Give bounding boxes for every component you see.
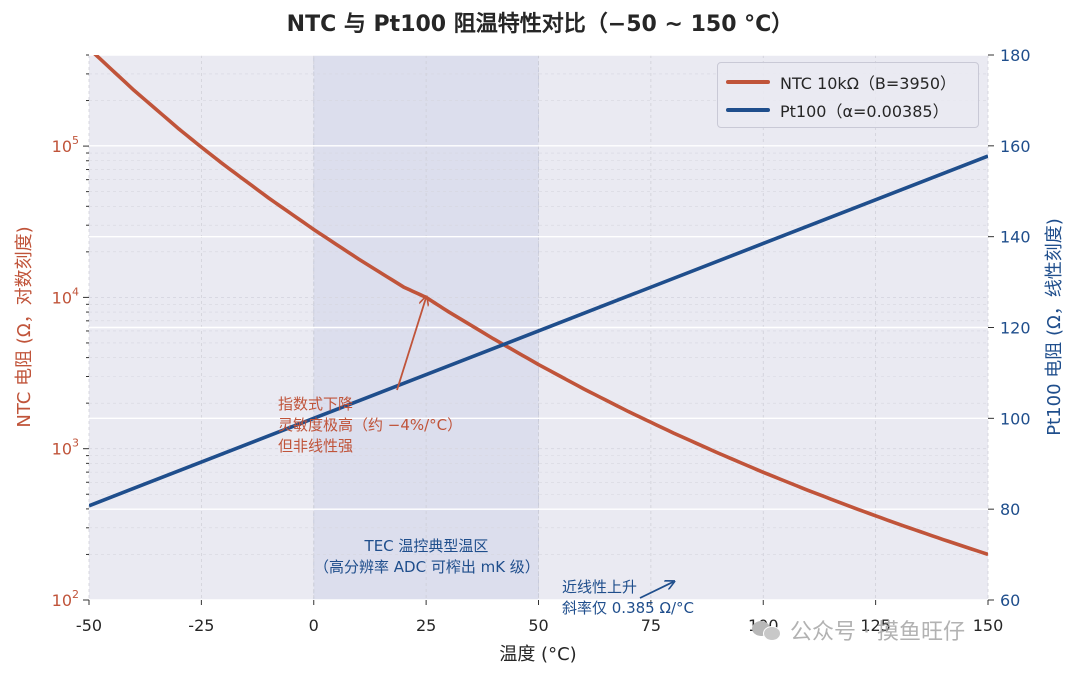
x-tick-label: 50 <box>528 616 548 635</box>
y-right-tick-label: 120 <box>1000 319 1031 338</box>
legend-label-pt100: Pt100（α=0.00385） <box>780 102 949 121</box>
left-axis-label: NTC 电阻 (Ω，对数刻度) <box>14 226 35 427</box>
x-tick-label: 25 <box>416 616 436 635</box>
annotation-layer <box>396 297 673 599</box>
x-tick-label: 125 <box>860 616 891 635</box>
legend-item-ntc: NTC 10kΩ（B=3950） <box>726 69 956 95</box>
shaded-region-label: TEC 温控典型温区 （高分辨率 ADC 可榨出 mK 级） <box>314 536 540 578</box>
watermark: 公众号 · 摸鱼旺仔 <box>752 614 965 646</box>
x-tick-label: -50 <box>76 616 102 635</box>
pt100-annotation-arrow <box>639 582 673 599</box>
y-right-tick-label: 160 <box>1000 137 1031 156</box>
legend: NTC 10kΩ（B=3950） Pt100（α=0.00385） <box>717 62 979 128</box>
ntc-annotation: 指数式下降 灵敏度极高（约 −4%/°C） 但非线性强 <box>278 394 462 457</box>
pt100-annotation: 近线性上升 斜率仅 0.385 Ω/°C <box>562 577 694 619</box>
x-axis-label: 温度 (°C) <box>499 644 576 665</box>
y-left-tick-exponent: 2 <box>72 588 79 601</box>
ntc-annotation-line: 但非线性强 <box>278 437 354 455</box>
ntc-annotation-arrow <box>396 297 426 391</box>
legend-swatch-pt100 <box>726 108 770 112</box>
pt100-annotation-line: 近线性上升 <box>562 578 638 596</box>
x-tick-label: -25 <box>188 616 214 635</box>
x-tick-label: 0 <box>309 616 319 635</box>
chart-title: NTC 与 Pt100 阻温特性对比（−50 ~ 150 °C） <box>286 12 794 37</box>
watermark-text: 公众号 · 摸鱼旺仔 <box>790 620 965 645</box>
shaded-region-label-line: （高分辨率 ADC 可榨出 mK 级） <box>314 558 540 576</box>
legend-item-pt100: Pt100（α=0.00385） <box>726 97 949 123</box>
y-right-tick-label: 180 <box>1000 46 1031 65</box>
ntc-series-line <box>93 55 988 557</box>
y-left-tick-base: 10 <box>52 288 72 307</box>
wechat-icon <box>752 619 782 641</box>
pt100-annotation-line: 斜率仅 0.385 Ω/°C <box>562 599 694 617</box>
y-left-tick-label: 103 <box>52 437 79 459</box>
x-tick-label: 75 <box>641 616 661 635</box>
y-left-tick-label: 105 <box>52 134 79 156</box>
y-left-tick-exponent: 5 <box>72 134 79 147</box>
y-left-tick-exponent: 4 <box>72 285 79 298</box>
y-right-tick-label: 60 <box>1000 591 1020 610</box>
y-left-tick-base: 10 <box>52 440 72 459</box>
y-left-tick-base: 10 <box>52 137 72 156</box>
legend-label-ntc: NTC 10kΩ（B=3950） <box>780 74 957 93</box>
y-left-tick-label: 104 <box>52 285 79 307</box>
y-left-tick-base: 10 <box>52 591 72 610</box>
y-left-tick-label: 102 <box>52 588 79 610</box>
y-left-tick-exponent: 3 <box>72 437 79 450</box>
shaded-region-label-line: TEC 温控典型温区 <box>364 537 489 555</box>
y-right-tick-label: 100 <box>1000 409 1031 428</box>
axes-layer: -50-250255075100125150102103104105608010… <box>52 46 1031 635</box>
ntc-annotation-line: 指数式下降 <box>278 395 354 413</box>
legend-swatch-ntc <box>726 80 770 84</box>
ntc-annotation-line: 灵敏度极高（约 −4%/°C） <box>278 416 463 434</box>
pt100-series-line <box>89 154 988 508</box>
x-tick-label: 150 <box>973 616 1004 635</box>
y-right-tick-label: 140 <box>1000 228 1031 247</box>
right-axis-label: Pt100 电阻 (Ω，线性刻度) <box>1044 218 1065 436</box>
y-right-tick-label: 80 <box>1000 500 1020 519</box>
series-layer <box>89 55 988 557</box>
